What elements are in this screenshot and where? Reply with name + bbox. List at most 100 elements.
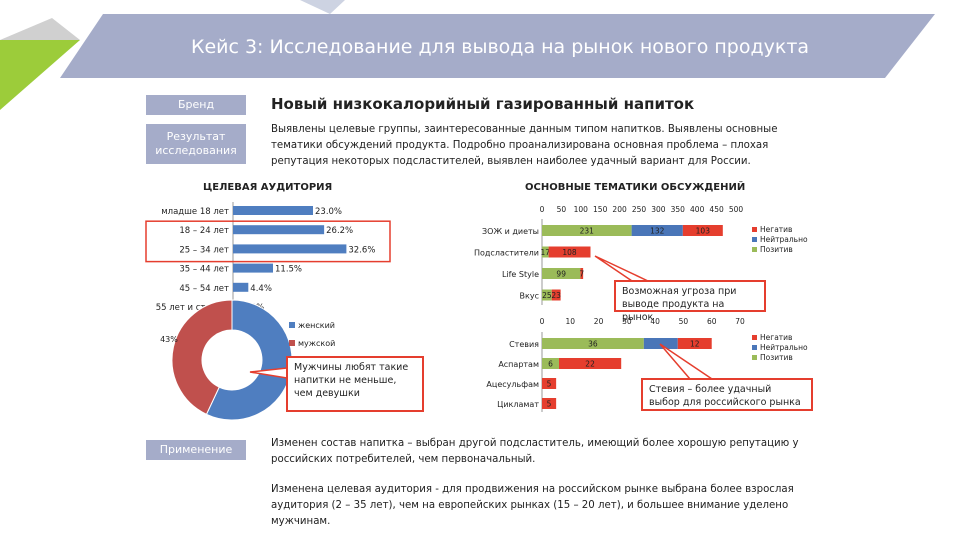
- audience-bar-chart: младше 18 лет 23.0% 18 – 24 лет 26.2% 25 – 3…: [145, 202, 391, 318]
- topics-tick-label: 300: [651, 205, 666, 214]
- sweeteners-tick-label: 60: [707, 317, 717, 326]
- sweeteners-tick-label: 10: [566, 317, 576, 326]
- topics-bar-segment: [542, 246, 549, 258]
- green-accent-shape: [0, 40, 80, 110]
- topics-value-label: 108: [562, 248, 577, 257]
- sweeteners-bar-segment: [643, 338, 678, 349]
- donut-slice: [205, 299, 293, 421]
- topics-value-label: 103: [696, 227, 711, 236]
- sweeteners-bar-segment: [677, 338, 712, 349]
- sweeteners-tick-label: 70: [735, 317, 745, 326]
- audience-bar: [233, 206, 313, 215]
- audience-chart-title: ЦЕЛЕВАЯ АУДИТОРИЯ: [203, 182, 333, 193]
- topics-legend-label: Негатив: [760, 225, 792, 234]
- sweeteners-value-label: 36: [588, 340, 598, 349]
- result-label: Результат исследования: [146, 124, 246, 164]
- sweeteners-legend-label: Позитив: [760, 353, 793, 362]
- stevia-callout-pointer: [659, 343, 715, 380]
- donut-legend-swatch: [289, 340, 295, 346]
- gender-callout: Мужчины любят такие напитки не меньше, ч…: [286, 356, 424, 412]
- sweeteners-tick-label: 50: [679, 317, 689, 326]
- topics-bar-segment: [548, 246, 591, 258]
- sweeteners-legend-swatch: [752, 335, 757, 340]
- audience-category-label: младше 18 лет: [161, 207, 229, 217]
- topics-legend-label: Нейтрально: [760, 235, 808, 244]
- audience-category-label: 18 – 24 лет: [179, 226, 229, 236]
- grey-accent-shape: [0, 18, 80, 40]
- topics-tick-label: 250: [632, 205, 647, 214]
- audience-bar: [233, 263, 273, 273]
- sweeteners-bar-segment: [558, 358, 622, 369]
- audience-value-label: 32.6%: [348, 245, 375, 255]
- topics-value-label: 23: [551, 291, 561, 300]
- gender-donut-chart: 43% женский мужской: [160, 299, 335, 421]
- audience-bar: [233, 282, 249, 292]
- topics-bar-segment: [542, 289, 552, 301]
- topics-value-label: 99: [556, 270, 566, 279]
- audience-bar: [233, 225, 325, 235]
- topics-legend-swatch: [752, 237, 757, 242]
- header-top-accent: [300, 0, 345, 14]
- sweeteners-tick-label: 0: [540, 317, 545, 326]
- topics-bar-segment: [631, 225, 683, 236]
- sweeteners-value-label: 5: [547, 400, 552, 409]
- topics-category-label: Life Style: [502, 270, 539, 279]
- donut-legend-swatch: [289, 322, 295, 328]
- header-banner: [60, 14, 935, 78]
- topics-tick-label: 450: [709, 205, 724, 214]
- topics-value-label: 132: [650, 227, 665, 236]
- sweeteners-legend-swatch: [752, 345, 757, 350]
- topics-value-label: 7: [579, 270, 584, 279]
- topics-tick-label: 350: [671, 205, 686, 214]
- sweeteners-bar-segment: [542, 358, 559, 369]
- sweeteners-legend-label: Нейтрально: [760, 343, 808, 352]
- donut-value-label: 43%: [160, 335, 178, 344]
- topics-category-label: ЗОЖ и диеты: [482, 227, 539, 236]
- topics-legend-swatch: [752, 227, 757, 232]
- sweeteners-tick-label: 20: [594, 317, 604, 326]
- product-title: Новый низкокалорийный газированный напит…: [271, 95, 695, 113]
- topics-tick-label: 100: [574, 205, 589, 214]
- topics-tick-label: 400: [690, 205, 705, 214]
- audience-value-label: 4.4%: [250, 284, 272, 294]
- application-text-1: Изменен состав напитка – выбран другой п…: [271, 438, 799, 465]
- audience-category-label: 35 – 44 лет: [179, 265, 229, 275]
- donut-legend-label: женский: [298, 321, 335, 330]
- sweeteners-category-label: Аспартам: [498, 360, 539, 369]
- topics-legend-swatch: [752, 247, 757, 252]
- sweeteners-category-label: Стевия: [509, 340, 539, 349]
- topics-bar-segment: [542, 225, 632, 236]
- topics-tick-label: 150: [593, 205, 608, 214]
- donut-slice: [171, 299, 233, 415]
- sweeteners-category-label: Цикламат: [497, 400, 539, 409]
- sweeteners-legend-swatch: [752, 355, 757, 360]
- topics-category-label: Подсластители: [474, 249, 539, 258]
- audience-highlight-frame: [145, 220, 391, 263]
- threat-callout-pointer: [594, 255, 649, 282]
- topics-category-label: Вкус: [520, 292, 539, 301]
- audience-category-label: 25 – 34 лет: [179, 245, 229, 255]
- topics-tick-label: 200: [612, 205, 627, 214]
- sweeteners-value-label: 22: [585, 360, 595, 369]
- result-text: Выявлены целевые группы, заинтересованны…: [271, 124, 778, 167]
- audience-category-label: 55 лет и старше: [156, 303, 229, 313]
- brand-label: Бренд: [146, 95, 246, 115]
- sweeteners-category-label: Ацесульфам: [486, 380, 539, 389]
- topics-bar-segment: [551, 289, 561, 301]
- topics-bar-segment: [542, 268, 581, 279]
- audience-value-label: 11.5%: [275, 265, 302, 275]
- topics-tick-label: 500: [729, 205, 744, 214]
- audience-value-label: 23.0%: [315, 207, 342, 217]
- topics-legend-label: Позитив: [760, 245, 793, 254]
- sweeteners-value-label: 12: [690, 340, 700, 349]
- application-label: Применение: [146, 440, 246, 460]
- topics-tick-label: 50: [557, 205, 567, 214]
- topics-bar-segment: [682, 225, 723, 236]
- sweeteners-stacked-chart: 0 10 20 30 40 50 60 70 Стевия 36 12 Аспартам 6 22 Ацес…: [486, 317, 808, 412]
- donut-legend-label: мужской: [298, 339, 335, 348]
- sweeteners-value-label: 6: [548, 360, 553, 369]
- sweeteners-legend-label: Негатив: [760, 333, 792, 342]
- audience-category-label: 45 – 54 лет: [179, 284, 229, 294]
- topics-stacked-chart: 0 50 100 150 200 250 300 350 400 450 500 ЗОЖ и диет…: [474, 205, 808, 305]
